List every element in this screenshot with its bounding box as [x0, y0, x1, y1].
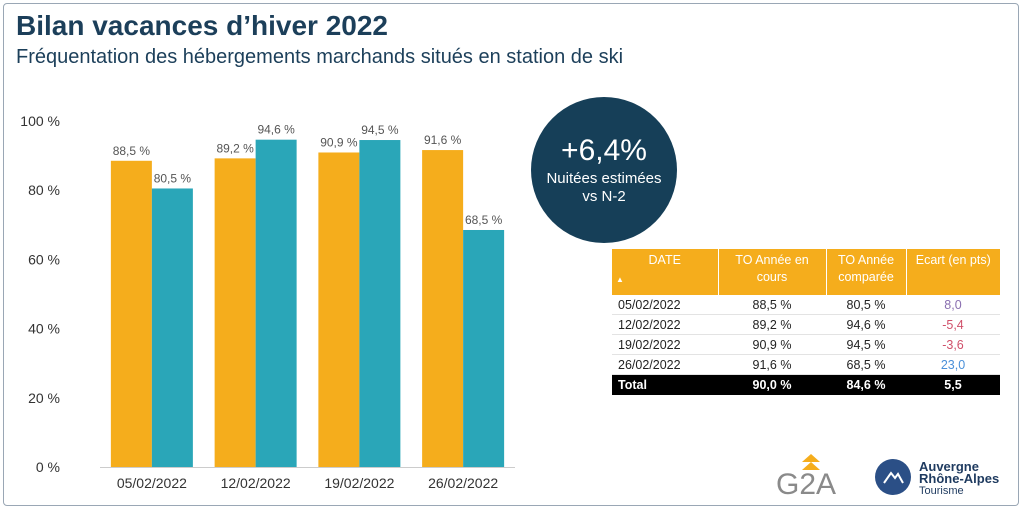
bar-current[interactable] [110, 160, 152, 468]
x-tick-label: 05/02/2022 [117, 475, 187, 491]
data-label: 88,5 % [113, 144, 151, 158]
cell-current: 90,9 % [718, 334, 826, 355]
cell-ecart: 8,0 [906, 295, 1000, 315]
column-header-compared[interactable]: TO Année comparée [825, 249, 906, 295]
g2a-logo-text: G2A [776, 468, 837, 501]
x-tick-label: 19/02/2022 [324, 475, 394, 491]
kpi-label-line1: Nuitées estimées [546, 169, 662, 187]
x-tick-label: 12/02/2022 [221, 475, 291, 491]
x-tick-label: 26/02/2022 [428, 475, 498, 491]
y-tick-label: 0 % [36, 459, 60, 475]
total-compared: 84,6 % [826, 374, 906, 395]
data-label: 94,5 % [361, 123, 399, 137]
table-row: 26/02/2022 91,6 % 68,5 % 23,0 [612, 354, 1000, 375]
data-label: 90,9 % [320, 135, 358, 149]
ara-line1: Auvergne [919, 459, 979, 474]
bar-current[interactable] [214, 158, 256, 468]
y-tick-label: 20 % [28, 390, 60, 406]
cell-compared: 94,5 % [826, 334, 906, 355]
page-subtitle: Fréquentation des hébergements marchands… [16, 46, 624, 68]
bar-compared[interactable] [255, 139, 297, 467]
bar-compared[interactable] [151, 188, 193, 467]
y-tick-label: 80 % [28, 182, 60, 198]
cell-current: 88,5 % [718, 295, 826, 315]
report-frame [3, 3, 1019, 506]
table-row: 19/02/2022 90,9 % 94,5 % -3,6 [612, 334, 1000, 355]
ara-line2: Rhône-Alpes [919, 471, 1000, 486]
cell-ecart: 23,0 [906, 354, 1000, 375]
total-label: Total [612, 374, 718, 395]
g2a-chevrons-icon [802, 454, 820, 470]
table-row: 12/02/2022 89,2 % 94,6 % -5,4 [612, 314, 1000, 335]
y-tick-label: 100 % [20, 113, 60, 129]
column-header-current[interactable]: TO Année en cours [717, 249, 826, 295]
occupancy-table: DATE ▲ TO Année en cours TO Année compar… [612, 249, 1000, 395]
kpi-label-line2: vs N-2 [582, 187, 626, 205]
column-header-label: DATE [648, 253, 681, 267]
page-title: Bilan vacances d’hiver 2022 [16, 10, 388, 41]
data-label: 68,5 % [465, 213, 503, 227]
cell-compared: 68,5 % [826, 354, 906, 375]
table-row: 05/02/2022 88,5 % 80,5 % 8,0 [612, 295, 1000, 315]
bar-current[interactable] [318, 152, 360, 467]
cell-compared: 94,6 % [826, 314, 906, 335]
bar-compared[interactable] [463, 229, 505, 467]
bar-current[interactable] [422, 150, 464, 467]
table-header-row: DATE ▲ TO Année en cours TO Année compar… [612, 249, 1000, 295]
y-tick-label: 60 % [28, 251, 60, 267]
g2a-logo: G2A [776, 452, 846, 501]
ara-tourisme-logo: Auvergne Rhône-Alpes Tourisme [875, 455, 1015, 499]
data-label: 91,6 % [424, 133, 462, 147]
nights-kpi-badge: +6,4% Nuitées estimées vs N-2 [531, 97, 677, 243]
cell-date: 05/02/2022 [612, 295, 718, 315]
cell-compared: 80,5 % [826, 295, 906, 315]
table-total-row: Total 90,0 % 84,6 % 5,5 [612, 374, 1000, 395]
cell-current: 91,6 % [718, 354, 826, 375]
total-current: 90,0 % [718, 374, 826, 395]
cell-current: 89,2 % [718, 314, 826, 335]
column-header-ecart[interactable]: Ecart (en pts) [905, 249, 1000, 295]
cell-date: 12/02/2022 [612, 314, 718, 335]
ara-mountain-icon [875, 459, 911, 495]
data-label: 80,5 % [154, 171, 192, 185]
ara-line3: Tourisme [919, 485, 964, 497]
y-tick-label: 40 % [28, 321, 60, 337]
data-label: 89,2 % [216, 141, 254, 155]
column-header-date[interactable]: DATE ▲ [612, 249, 718, 295]
kpi-value: +6,4% [561, 133, 647, 167]
data-label: 94,6 % [257, 123, 295, 137]
cell-ecart: -5,4 [906, 314, 1000, 335]
total-ecart: 5,5 [906, 374, 1000, 395]
sort-ascending-icon[interactable]: ▲ [616, 275, 624, 284]
cell-date: 26/02/2022 [612, 354, 718, 375]
bar-compared[interactable] [359, 140, 401, 467]
cell-date: 19/02/2022 [612, 334, 718, 355]
cell-ecart: -3,6 [906, 334, 1000, 355]
